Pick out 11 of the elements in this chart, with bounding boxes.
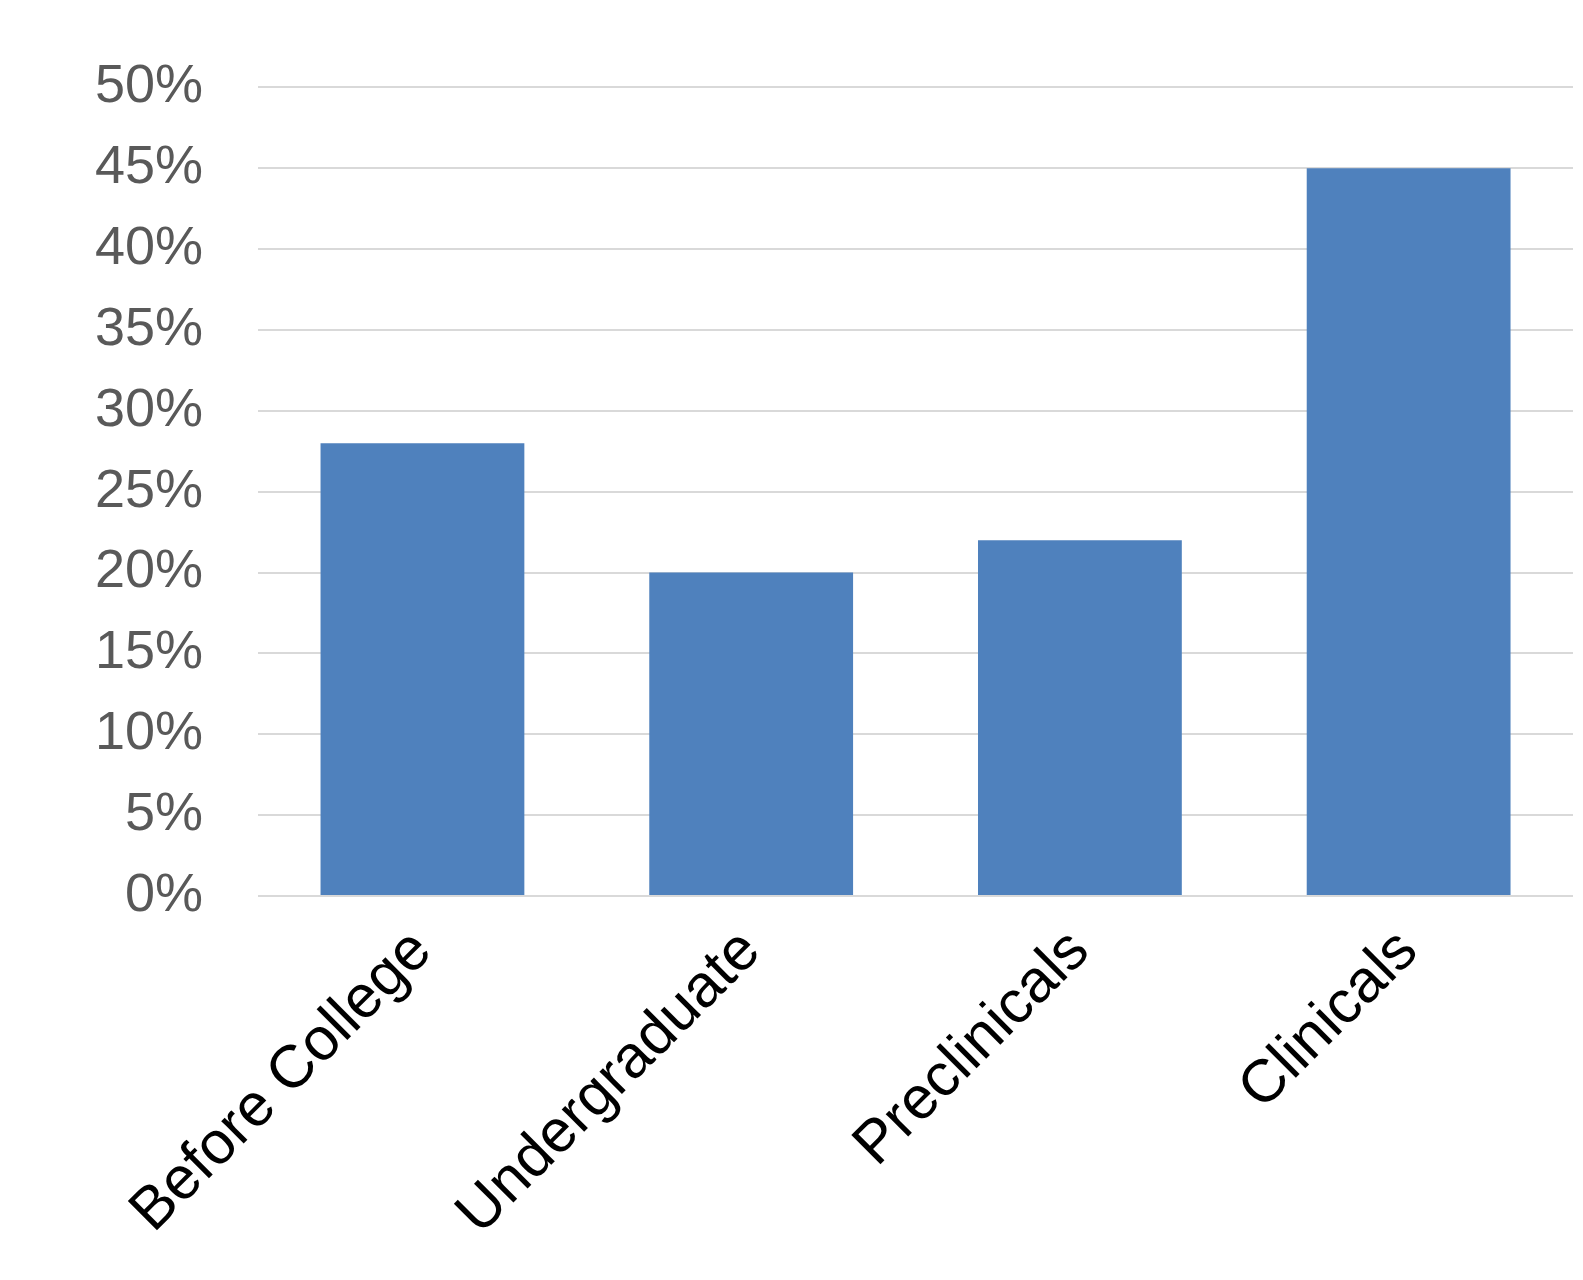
y-tick-label: 40% <box>94 215 204 276</box>
y-tick-label: 5% <box>125 781 204 842</box>
y-tick-label: 25% <box>94 457 204 518</box>
y-tick-label: 35% <box>94 295 204 356</box>
y-tick-label: 10% <box>94 700 204 761</box>
y-tick-label: 0% <box>125 861 204 922</box>
y-tick-label: 30% <box>94 376 204 437</box>
y-tick-label: 20% <box>94 538 204 599</box>
y-tick-label: 45% <box>94 134 204 195</box>
y-tick-label: 15% <box>94 619 204 680</box>
y-tick-label: 50% <box>94 53 204 114</box>
